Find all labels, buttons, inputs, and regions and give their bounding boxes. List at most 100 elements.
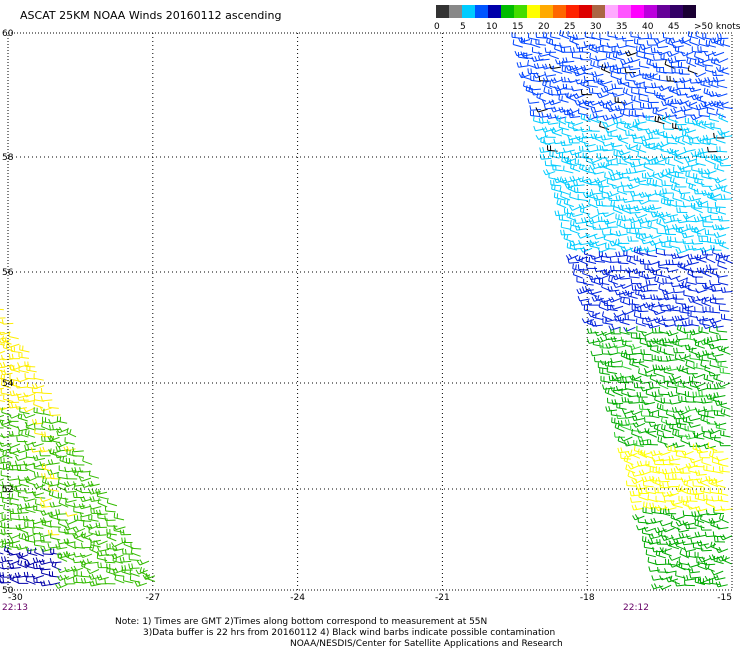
longitude-label: -15 [717, 593, 732, 603]
wind-barb-feather [651, 302, 655, 308]
wind-barb-feather [686, 259, 690, 265]
wind-barb [1, 545, 12, 550]
wind-barb-feather [585, 263, 588, 269]
wind-barb-feather [673, 347, 675, 353]
wind-barb [599, 185, 610, 188]
wind-barb-feather [628, 143, 631, 150]
wind-barb-feather [139, 566, 142, 573]
wind-barb-feather [624, 413, 627, 419]
wind-barb-feather [605, 406, 608, 412]
wind-barb [710, 524, 721, 529]
wind-barb-feather [675, 521, 680, 527]
wind-barb-feather [0, 379, 3, 386]
wind-barb [556, 214, 567, 217]
wind-barb [643, 166, 654, 172]
wind-barb-feather [106, 497, 109, 503]
wind-barb-feather [557, 210, 560, 216]
wind-barb [709, 331, 720, 335]
wind-barb [605, 247, 616, 250]
wind-barb [650, 77, 661, 81]
wind-barb-feather [681, 37, 685, 43]
wind-barb-feather [679, 378, 683, 384]
wind-barb-feather [571, 65, 575, 71]
wind-barb-feather [703, 87, 706, 93]
wind-barb [73, 511, 84, 514]
wind-barb-feather [683, 546, 687, 552]
wind-barb-feather [665, 132, 668, 138]
wind-barb [638, 37, 649, 40]
wind-barb-feather [64, 567, 68, 572]
wind-barb [90, 544, 101, 548]
wind-barb-feather [684, 282, 687, 288]
wind-barb [580, 178, 591, 183]
wind-barb-feather [695, 506, 698, 512]
wind-barb-feather [614, 105, 618, 111]
wind-barb-feather [719, 240, 722, 246]
wind-barb-feather [14, 485, 17, 491]
wind-barb [705, 567, 715, 572]
wind-barb [661, 402, 672, 404]
wind-barb-feather [700, 79, 702, 85]
wind-barb-feather [686, 52, 688, 58]
wind-barb-feather [648, 142, 650, 148]
wind-barb-feather [652, 55, 655, 61]
wind-barb [540, 115, 551, 118]
wind-barb-feather [646, 285, 649, 291]
map-title: ASCAT 25KM NOAA Winds 20160112 ascending [20, 9, 282, 22]
wind-barb-feather [649, 439, 652, 445]
wind-barb-feather [557, 177, 560, 183]
wind-barb-feather [616, 50, 620, 56]
wind-barb [19, 349, 30, 353]
wind-barb-feather [678, 188, 681, 194]
wind-barb [663, 102, 674, 107]
wind-barb-feather [723, 409, 726, 415]
wind-barb-feather [647, 221, 650, 227]
wind-barb [57, 476, 68, 480]
wind-barb-feather [574, 256, 578, 262]
wind-barb-feather [593, 195, 596, 201]
wind-barb-feather [66, 473, 68, 479]
wind-barb-feather [653, 39, 658, 44]
wind-barb [25, 377, 36, 380]
wind-barb-feather [556, 89, 559, 95]
wind-barb [644, 421, 655, 424]
wind-barb-feather [633, 95, 636, 101]
wind-barb-feather [719, 100, 723, 105]
wind-barb-feather [691, 183, 694, 189]
wind-barb-feather [627, 440, 630, 446]
wind-barb-feather [668, 169, 671, 175]
wind-barb [646, 119, 657, 123]
wind-barb-feather [654, 487, 656, 493]
wind-barb-feather [660, 508, 662, 514]
colorbar-swatch [501, 5, 514, 18]
wind-barb-feather [589, 158, 594, 163]
wind-barb [662, 174, 672, 179]
wind-barb-feather [675, 294, 678, 300]
wind-barb-feather [30, 447, 34, 453]
wind-barb-feather [641, 141, 645, 147]
wind-barb-feather [590, 107, 594, 113]
wind-barb-feather [620, 447, 623, 453]
wind-barb [616, 37, 627, 40]
wind-barb-feather [49, 469, 53, 475]
wind-barb-feather [635, 232, 638, 238]
wind-barb [691, 198, 702, 202]
wind-barb-feather [628, 203, 632, 209]
wind-barb-feather [624, 156, 627, 162]
wind-barb [580, 211, 591, 215]
wind-barb-feather [721, 114, 724, 120]
wind-barb-feather [718, 156, 722, 161]
wind-barb-feather [715, 255, 718, 261]
wind-barb-feather [32, 563, 35, 569]
wind-barb [705, 258, 716, 264]
wind-barb-feather [665, 577, 669, 583]
wind-barb-feather [539, 93, 542, 99]
wind-barb [672, 284, 683, 288]
wind-barb [642, 511, 653, 515]
wind-barb-feather [566, 242, 569, 248]
wind-barb-feather [12, 390, 15, 396]
wind-barb-feather [631, 415, 635, 421]
wind-barb [658, 45, 669, 49]
wind-barb-feather [574, 225, 578, 231]
wind-barb [638, 496, 649, 501]
